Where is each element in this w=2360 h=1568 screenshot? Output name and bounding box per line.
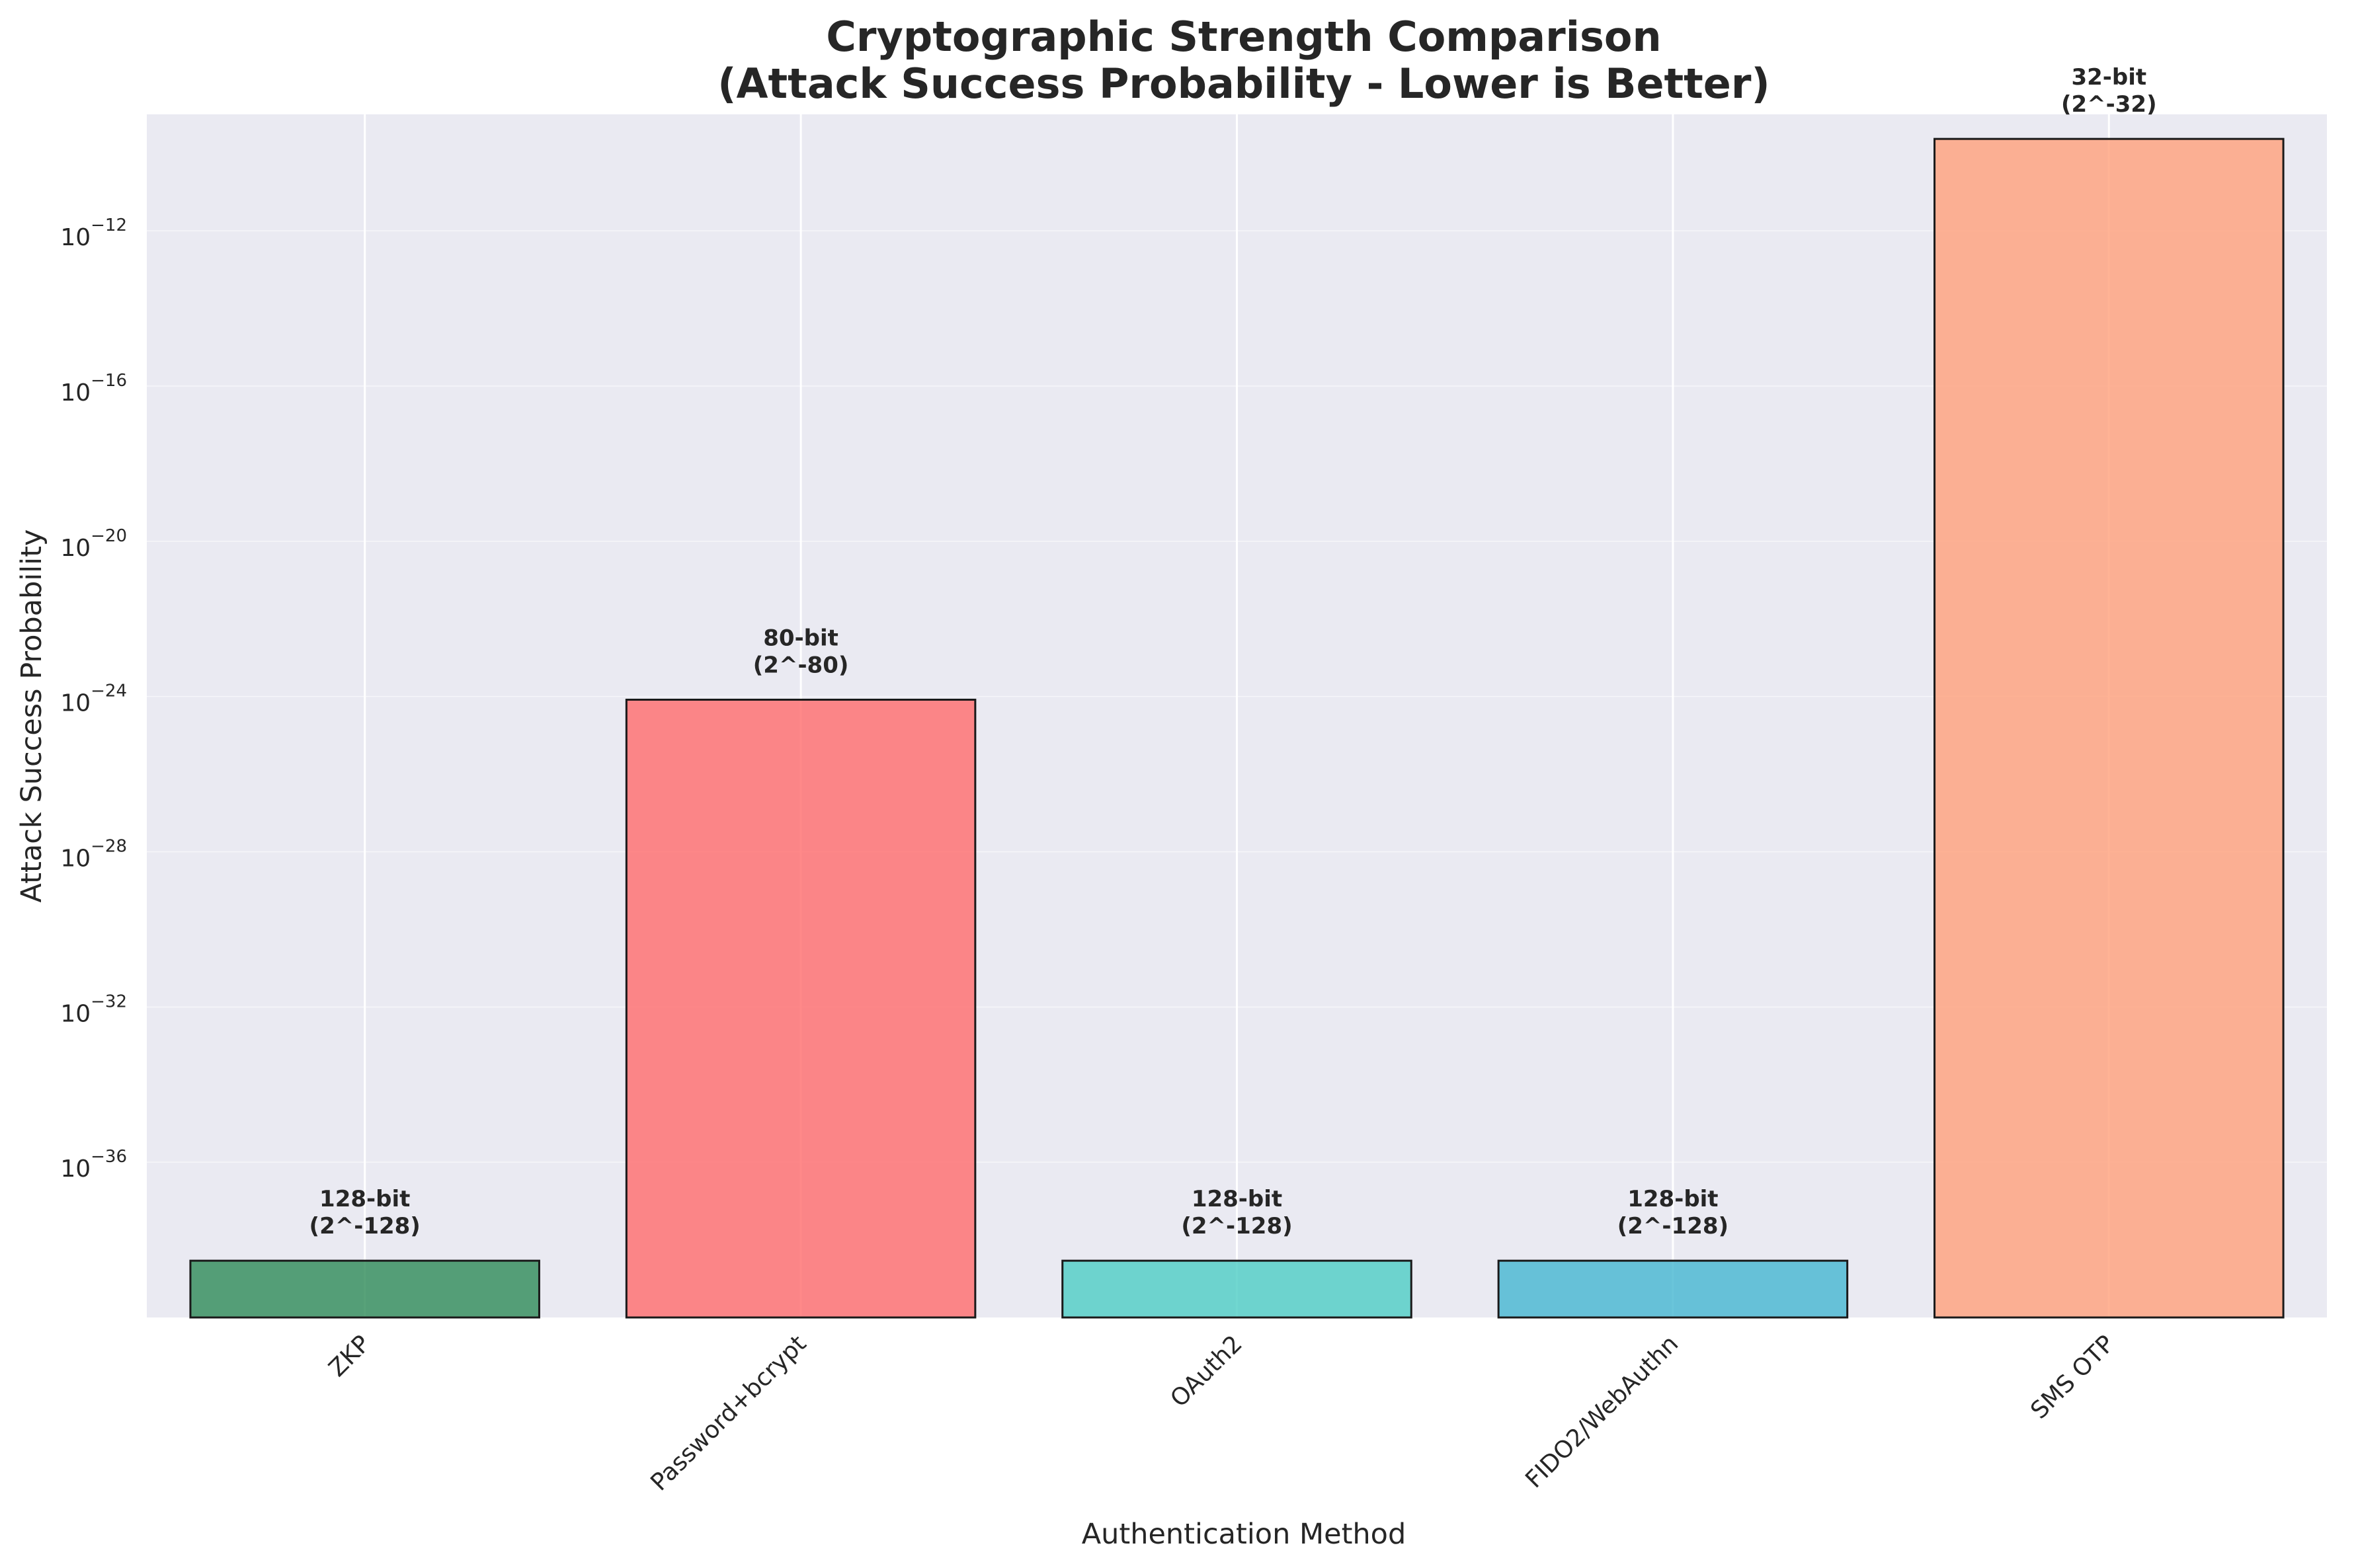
bar-zkp	[189, 1259, 540, 1319]
x-tick-label: SMS OTP	[2025, 1330, 2119, 1424]
y-tick-label: 10−24	[60, 682, 127, 717]
y-tick-label: 10−12	[60, 216, 127, 251]
data-label: 32-bit	[2071, 64, 2146, 91]
y-tick-label: 10−32	[60, 992, 127, 1027]
bar-oauth2	[1061, 1259, 1412, 1319]
y-tick-label: 10−20	[60, 526, 127, 562]
data-label: (2^-80)	[753, 652, 849, 678]
bars	[189, 137, 2285, 1319]
gridlines	[147, 114, 2327, 1317]
chart-title: Cryptographic Strength Comparison (Attack…	[717, 13, 1770, 108]
x-tick-label: Password+bcrypt	[645, 1330, 811, 1496]
x-tick-label: OAuth2	[1165, 1330, 1247, 1412]
data-labels: 128-bit(2^-128)80-bit(2^-80)128-bit(2^-1…	[309, 64, 2157, 1239]
bar-password-bcrypt	[625, 698, 977, 1319]
y-axis-label: Attack Success Probability	[15, 529, 48, 902]
data-label: (2^-128)	[309, 1213, 421, 1239]
y-tick-label: 10−36	[60, 1147, 127, 1183]
data-label: 128-bit	[1627, 1186, 1718, 1212]
data-label: (2^-128)	[1617, 1213, 1729, 1239]
data-label: (2^-128)	[1181, 1213, 1292, 1239]
bar-fido2-webauthn	[1497, 1259, 1849, 1319]
y-axis-ticks: 10−12 10−16 10−20 10−24 10−28 10−32 10−36	[60, 216, 127, 1183]
x-axis-ticks: ZKP Password+bcrypt OAuth2 FIDO2/WebAuthn SM…	[324, 1330, 2120, 1496]
y-tick-label: 10−28	[60, 836, 127, 872]
data-label: (2^-32)	[2061, 91, 2157, 118]
x-axis-label: Authentication Method	[1082, 1518, 1406, 1551]
x-tick-label: ZKP	[324, 1330, 376, 1382]
data-label: 128-bit	[1192, 1186, 1282, 1212]
data-label: 80-bit	[763, 625, 838, 651]
bar-sms-otp	[1933, 137, 2285, 1319]
x-tick-label: FIDO2/WebAuthn	[1520, 1330, 1684, 1493]
data-label: 128-bit	[319, 1186, 410, 1212]
y-tick-label: 10−16	[60, 371, 127, 407]
